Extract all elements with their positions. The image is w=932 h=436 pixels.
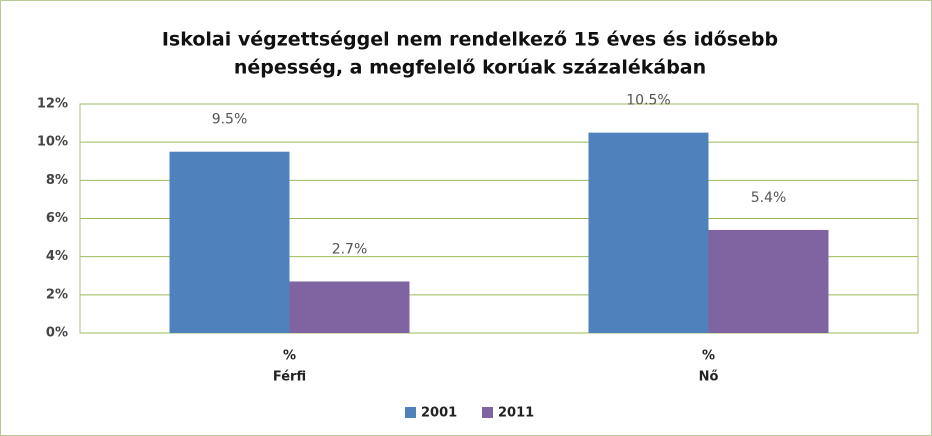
y-tick-label: 2%	[46, 287, 68, 302]
chart-title: Iskolai végzettséggel nem rendelkező 15 …	[162, 29, 778, 51]
bar	[289, 281, 410, 333]
bar	[708, 229, 829, 333]
data-label: 5.4%	[751, 190, 787, 206]
legend-label: 2001	[421, 406, 457, 421]
y-tick-label: 10%	[37, 135, 68, 150]
y-tick-label: 8%	[46, 173, 68, 188]
data-label: 9.5%	[212, 112, 248, 128]
bar	[169, 151, 290, 333]
y-tick-label: 6%	[46, 211, 68, 226]
chart-title: népesség, a megfelelő korúak százalékába…	[234, 57, 706, 79]
data-label: 10.5%	[626, 93, 670, 109]
bar	[588, 132, 709, 333]
data-label: 2.7%	[332, 241, 368, 257]
y-tick-label: 4%	[46, 249, 68, 264]
x-tick-label: %	[702, 349, 715, 364]
x-tick-label: Férfi	[273, 370, 306, 385]
legend-swatch	[482, 407, 493, 418]
x-tick-label: Nő	[699, 370, 719, 385]
x-tick-label: %	[283, 349, 296, 364]
y-tick-label: 0%	[46, 326, 68, 341]
legend-swatch	[405, 407, 416, 418]
y-tick-label: 12%	[37, 97, 68, 112]
legend-label: 2011	[498, 406, 534, 421]
